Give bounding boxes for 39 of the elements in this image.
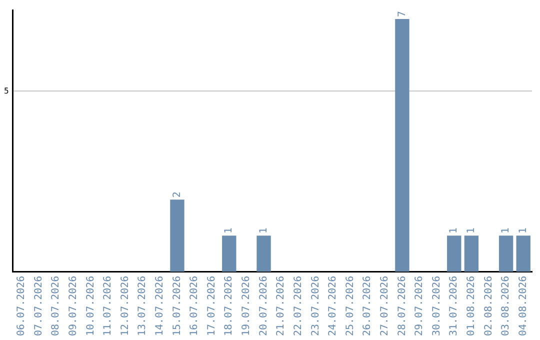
x-tick-label: 29.07.2026	[414, 276, 426, 336]
x-tick-label: 30.07.2026	[431, 276, 442, 336]
x-tick-label: 25.07.2026	[344, 276, 356, 336]
x-tick-label: 13.07.2026	[137, 276, 148, 336]
x-tick-label: 15.07.2026	[172, 276, 183, 336]
x-tick-label: 16.07.2026	[189, 276, 200, 336]
data-label: 2	[172, 192, 183, 198]
x-tick-label: 02.08.2026	[483, 276, 494, 336]
x-tick-label: 11.07.2026	[102, 276, 114, 336]
data-label: 1	[224, 228, 235, 234]
x-tick-label: 27.07.2026	[379, 276, 390, 336]
x-tick-label: 24.07.2026	[328, 276, 339, 336]
data-label: 1	[518, 228, 529, 234]
data-label: 7	[396, 10, 408, 18]
x-tick-label: 26.07.2026	[362, 276, 374, 336]
data-label: 1	[258, 228, 270, 234]
x-tick-label: 22.07.2026	[292, 276, 304, 336]
data-label: 1	[466, 228, 478, 234]
x-tick-label: 19.07.2026	[241, 276, 252, 336]
x-tick-label: 18.07.2026	[224, 276, 235, 336]
x-tick-label: 04.08.2026	[518, 276, 529, 336]
x-tick-label: 20.07.2026	[258, 276, 270, 336]
data-label: 1	[500, 228, 512, 234]
x-tick-label: 14.07.2026	[154, 276, 166, 336]
data-label: 1	[448, 228, 460, 234]
x-tick-label: 01.08.2026	[466, 276, 478, 336]
x-tick-label: 10.07.2026	[85, 276, 96, 336]
x-tick-label: 21.07.2026	[276, 276, 287, 336]
x-tick-label: 12.07.2026	[120, 276, 131, 336]
x-tick-label: 03.08.2026	[500, 276, 512, 336]
x-tick-label: 08.07.2026	[50, 276, 62, 336]
x-tick-label: 31.07.2026	[448, 276, 460, 336]
x-tick-label: 23.07.2026	[310, 276, 322, 336]
x-tick-label: 07.07.2026	[33, 276, 44, 336]
x-tick-label: 09.07.2026	[68, 276, 79, 336]
x-tick-label: 06.07.2026	[16, 276, 28, 336]
y-tick-label: 5	[4, 86, 9, 96]
x-tick-label: 17.07.2026	[206, 276, 218, 336]
x-tick-label: 28.07.2026	[396, 276, 408, 336]
